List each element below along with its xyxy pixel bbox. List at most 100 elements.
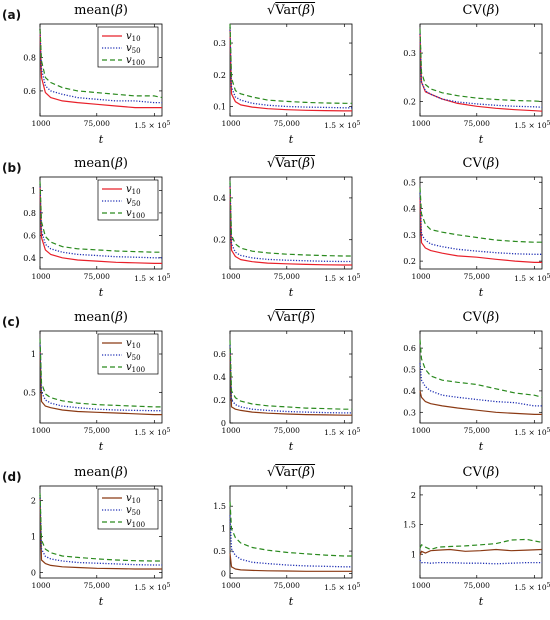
y-tick-label: 0.8 [23, 209, 36, 218]
y-tick-label: 0.5 [403, 178, 416, 187]
title-post: ) [309, 3, 316, 18]
sqrt-symbol: √ [266, 310, 276, 325]
series-line-v100 [229, 501, 352, 557]
x-tick-label: 75,000 [464, 581, 490, 590]
title-pre: mean( [74, 310, 116, 325]
x-axis-label: t [99, 286, 104, 299]
plot-frame [419, 23, 543, 117]
series-line-v50 [39, 28, 162, 104]
legend-label: v100 [126, 517, 145, 529]
title-pre: CV( [462, 465, 487, 480]
legend-label: v50 [126, 196, 141, 208]
title-beta: β [302, 310, 310, 325]
y-tick-label: 0.2 [403, 257, 416, 266]
sqrt-symbol: √ [266, 465, 276, 480]
plot-frame [229, 176, 353, 270]
legend-box [97, 333, 159, 375]
y-tick-label: 0.2 [213, 396, 226, 405]
y-tick-label: 0 [31, 569, 36, 578]
x-tick-label: 1000 [31, 581, 50, 590]
title-beta: β [115, 156, 123, 171]
chart-title: mean(β) [74, 3, 128, 18]
series-line-v100 [39, 338, 162, 408]
title-post: ) [122, 156, 128, 171]
series-line-v10 [39, 346, 162, 416]
series-line-v50 [39, 183, 162, 259]
chart-title: √Var(β) [267, 3, 315, 18]
x-axis-label: t [289, 133, 294, 146]
series-line-v10 [39, 184, 162, 264]
y-tick-label: 0.3 [213, 39, 226, 48]
y-tick-label: 2 [411, 491, 416, 500]
series-line-v50 [39, 494, 162, 566]
series-line-v10 [39, 496, 162, 570]
title-pre: CV( [462, 310, 487, 325]
title-beta: β [302, 3, 310, 18]
y-tick-label: 0.5 [213, 547, 226, 556]
series-line-v50 [419, 33, 543, 108]
plot-frame [419, 330, 543, 424]
legend-box [97, 488, 159, 530]
chart-title: mean(β) [74, 310, 128, 325]
legend-label: v50 [126, 505, 141, 517]
x-axis-label: t [479, 133, 484, 146]
x-tick-label: 75,000 [84, 581, 110, 590]
y-tick-label: 0.4 [213, 373, 226, 382]
x-tick-label: 75,000 [274, 426, 300, 435]
plot-frame [419, 176, 543, 270]
legend-label: v100 [126, 362, 145, 374]
x-tick-label: 1.5 × 105 [324, 120, 361, 130]
series-line-v10 [419, 390, 542, 415]
title-beta: β [486, 310, 495, 325]
legend-label: v50 [126, 350, 141, 362]
x-axis-label: t [99, 133, 104, 146]
x-tick-label: 1.5 × 105 [324, 582, 361, 592]
x-tick-label: 75,000 [274, 119, 300, 128]
legend-box [97, 179, 159, 221]
title-post: ) [122, 310, 128, 325]
series-line-v10 [419, 197, 542, 263]
legend-label: v10 [126, 31, 141, 43]
row-label: (a) [2, 8, 22, 22]
x-tick-label: 1000 [221, 272, 240, 281]
x-tick-label: 1.5 × 105 [514, 427, 550, 437]
title-beta: β [302, 156, 310, 171]
title-beta: β [302, 465, 310, 480]
x-tick-label: 75,000 [274, 272, 300, 281]
legend-label: v50 [126, 43, 141, 55]
x-tick-label: 75,000 [84, 426, 110, 435]
series-line-v50 [419, 363, 542, 407]
plot-frame [229, 23, 353, 117]
y-tick-label: 0.5 [23, 388, 36, 397]
sqrt-body: Var(β) [275, 465, 315, 480]
chart-title: √Var(β) [267, 310, 315, 325]
y-tick-label: 1 [31, 350, 36, 359]
title-pre: Var( [275, 156, 303, 171]
x-tick-label: 75,000 [464, 119, 490, 128]
x-tick-label: 1.5 × 105 [134, 427, 171, 437]
y-tick-label: 1.5 [403, 521, 416, 530]
y-tick-label: 0.4 [403, 387, 416, 396]
row-label: (b) [2, 161, 22, 175]
x-tick-label: 1000 [221, 119, 240, 128]
chart-title: √Var(β) [267, 465, 315, 480]
title-post: ) [309, 465, 316, 480]
series-line-v10 [419, 33, 543, 112]
legend-label: v100 [126, 55, 145, 67]
y-tick-label: 1 [221, 525, 226, 534]
title-pre: Var( [275, 3, 303, 18]
y-tick-label: 1.5 [213, 502, 226, 511]
sqrt-body: Var(β) [275, 3, 315, 18]
title-post: ) [309, 310, 316, 325]
title-beta: β [115, 310, 123, 325]
series-line-v10 [419, 548, 543, 556]
x-tick-label: 1000 [411, 119, 430, 128]
x-tick-label: 1000 [31, 426, 50, 435]
y-tick-label: 0.3 [403, 408, 416, 417]
title-post: ) [494, 3, 500, 18]
series-line-v100 [39, 181, 162, 253]
series-line-v10 [229, 553, 352, 572]
title-pre: CV( [462, 3, 487, 18]
